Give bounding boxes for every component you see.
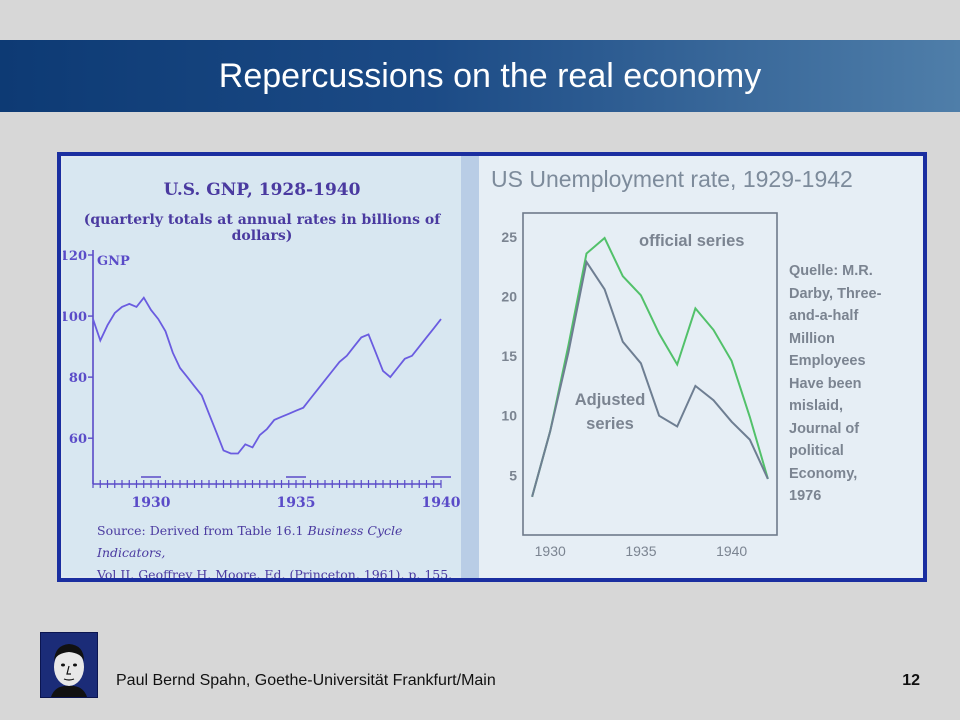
source-citation: Quelle: M.R. Darby, Three-and-a-half Milli… [789,260,921,508]
footer-author: Paul Bernd Spahn, Goethe-Universität Fra… [116,672,496,689]
unemployment-x-tick-label: 1940 [716,543,747,559]
gnp-series-line [92,296,442,455]
source-citation-line: Economy, [789,465,858,482]
unemployment-y-tick-label: 15 [501,348,517,364]
slide-title: Repercussions on the real economy [218,57,762,95]
source-citation-line: Journal of [789,420,860,437]
source-citation-line: Million [789,330,835,347]
source-citation-line: 1976 [789,488,822,504]
gnp-y-tick-label: 80 [69,371,87,386]
gnp-source-italic: Business Cycle Indicators, [97,523,403,560]
adjusted-series-label-line2: series [586,415,634,433]
unemployment-y-tick-label: 25 [501,229,517,245]
gnp-panel: U.S. GNP, 1928-1940 (quarterly totals at… [63,158,461,578]
panel-divider [461,156,479,578]
source-citation-line: mislaid, [789,398,843,414]
source-citation-line: Darby, Three- [789,285,882,302]
source-citation-line: Have been [789,375,862,392]
goethe-portrait-icon [41,633,97,697]
unemployment-plot-frame [522,212,778,536]
gnp-source-prefix: Source: Derived from Table 16.1 [97,523,308,538]
gnp-x-tick-label: 1930 [132,495,171,511]
unemployment-panel: 5 10 15 20 25 1930 1935 1940 official series Adju… [479,156,923,578]
source-citation-line: Quelle: M.R. [789,263,873,279]
gnp-y-tick-label: 60 [69,432,87,447]
unemployment-x-tick-label: 1935 [625,543,656,559]
unemployment-y-tick-label: 10 [501,408,517,424]
unemployment-y-tick-label: 20 [501,288,517,304]
unemployment-chart-title: US Unemployment rate, 1929-1942 [491,166,853,192]
page-number: 12 [902,672,920,689]
source-citation-line: Employees [789,353,866,369]
gnp-x-tick-label: 1935 [277,495,316,511]
official-series-line [531,236,769,498]
gnp-chart-subtitle: (quarterly totals at annual rates in bil… [83,212,441,244]
adjusted-series-label-line1: Adjusted [575,391,646,409]
gnp-y-axis-label: GNP [97,254,130,269]
unemployment-y-tick-label: 5 [509,467,517,483]
source-citation-line: political [789,443,844,459]
unemployment-x-tick-label: 1930 [535,543,566,559]
title-bar: Repercussions on the real economy [0,40,960,112]
official-series-label: official series [639,232,744,250]
gnp-chart: 60 80 100 120 GNP 1930 1935 1940 [63,249,461,511]
gnp-source-line2: Vol II. Geoffrey H. Moore. Ed. (Princeto… [97,567,453,582]
unemployment-chart: 5 10 15 20 25 1930 1935 1940 official series Adju… [501,212,778,559]
university-logo [40,632,98,698]
gnp-y-tick-label: 100 [63,310,87,325]
gnp-chart-title: U.S. GNP, 1928-1940 [163,180,361,200]
gnp-source-note: Source: Derived from Table 16.1 Business… [97,520,457,582]
gnp-x-tick-label: 1940 [422,495,461,511]
chart-frame: U.S. GNP, 1928-1940 (quarterly totals at… [57,152,927,582]
adjusted-series-line [531,259,769,498]
gnp-y-tick-label: 120 [63,249,87,264]
source-citation-line: and-a-half [789,308,859,324]
